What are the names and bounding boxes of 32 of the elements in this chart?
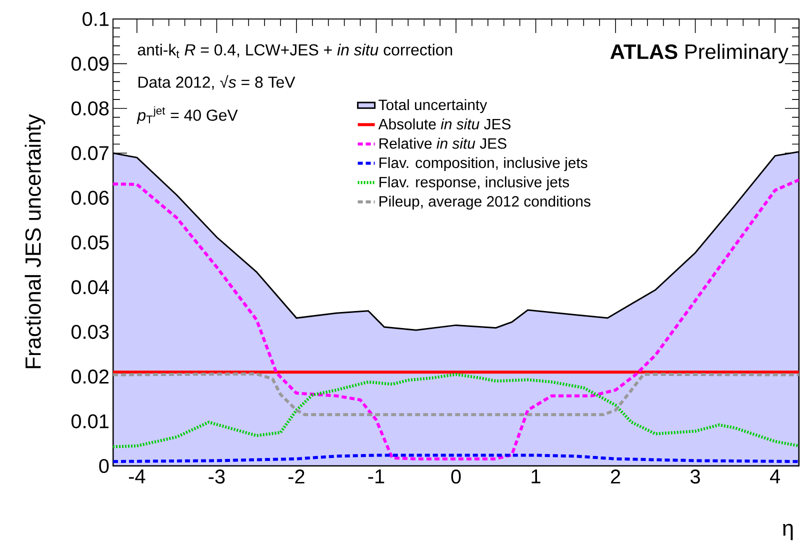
legend-label: Total uncertainty [378,99,488,114]
x-tick-label: 4 [770,470,780,484]
legend-label: Absolute in situ JES [378,118,511,130]
y-tick-label: 0 [99,458,109,474]
x-tick-label: -1 [368,470,384,484]
y-tick-label: 0.06 [71,190,109,205]
x-axis-title: η [783,524,793,540]
y-tick-label: 0.03 [71,324,109,339]
annotation: ATLAS Preliminary [610,44,788,64]
legend-label: Relative in situ JES [380,138,506,149]
y-tick-label: 0.08 [71,101,109,116]
annotation: p$_{T}$$^{jet}$ = 40 GeV [136,106,238,124]
legend-label: Pileup, average 2012 conditions [380,196,590,210]
y-tick-label: 0.1 [82,12,109,26]
legend-label: Flav. composition, inclusive jets [380,157,588,172]
y-tick-label: 0.05 [71,235,109,250]
x-tick-label: -2 [288,470,304,484]
y-tick-label: 0.07 [71,146,108,160]
x-tick-label: -3 [208,470,225,484]
y-tick-label: 0.04 [71,280,109,294]
x-tick-label: 2 [610,470,620,484]
x-tick-label: 0 [451,470,461,484]
x-tick-label: 3 [690,470,700,484]
annotation: Data 2012, √s = 8 TeV [138,75,296,90]
legend-label: Flav. response, inclusive jets [380,176,570,190]
y-tick-label: 0.09 [71,56,109,71]
y-axis-title: Fractional JES uncertainty [24,114,46,368]
x-tick-label: -4 [128,470,146,484]
x-tick-label: 1 [532,470,540,484]
annotation: anti-k$_{t}$ R = 0.4, LCW+JES + in situ correction [138,44,452,58]
y-tick-label: 0.02 [71,370,108,384]
y-tick-label: 0.01 [71,414,109,428]
